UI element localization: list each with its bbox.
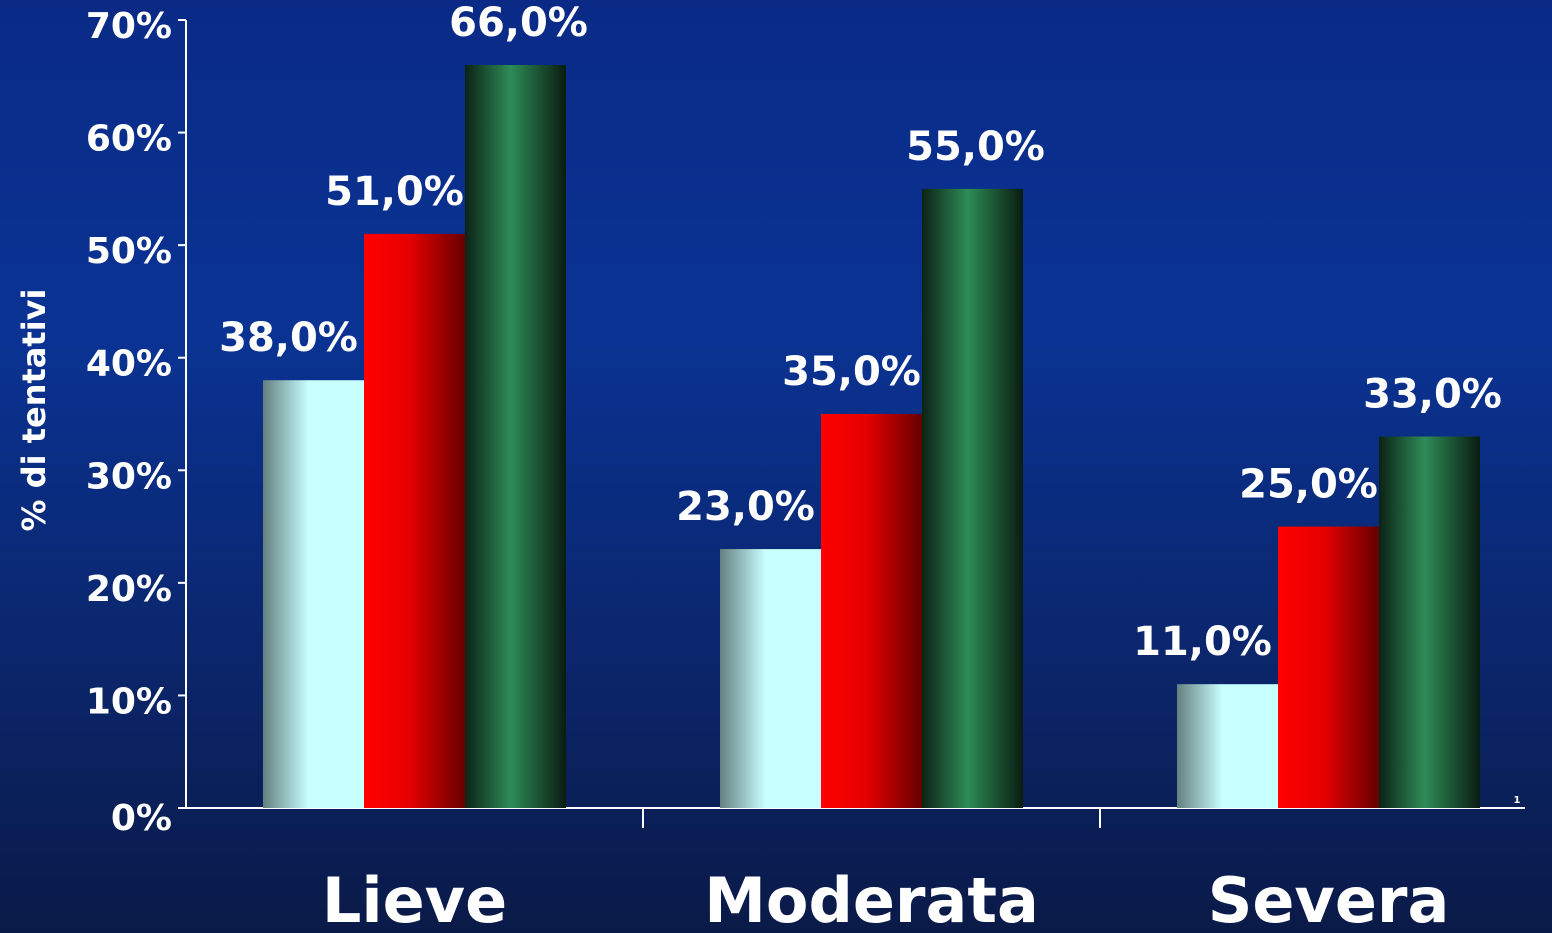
bar	[922, 188, 1023, 808]
y-tick-label: 20%	[86, 569, 172, 610]
y-tick-label: 60%	[86, 119, 172, 160]
value-label: 25,0%	[1239, 462, 1378, 508]
y-tick-label: 30%	[86, 456, 172, 497]
y-tick-label: 40%	[86, 344, 172, 385]
y-tick-label: 70%	[86, 6, 172, 47]
y-axis-label: % di tentativi	[15, 289, 53, 532]
bar	[465, 65, 566, 809]
x-tick-label: Moderata	[704, 864, 1039, 933]
value-label: 51,0%	[325, 169, 464, 215]
page-number: 1	[1514, 795, 1521, 806]
y-tick-label: 10%	[86, 681, 172, 722]
bar	[821, 414, 922, 808]
bar	[1278, 526, 1379, 808]
bar	[720, 549, 821, 808]
bar	[263, 380, 364, 808]
value-label: 33,0%	[1363, 372, 1502, 418]
x-tick-label: Lieve	[322, 864, 507, 933]
value-label: 23,0%	[676, 484, 815, 530]
value-label: 35,0%	[782, 349, 921, 395]
value-label: 38,0%	[219, 315, 358, 361]
value-label: 55,0%	[906, 124, 1045, 170]
bar	[1177, 684, 1278, 808]
value-label: 11,0%	[1133, 619, 1272, 665]
y-tick-label: 0%	[111, 798, 172, 839]
value-label: 66,0%	[449, 0, 588, 46]
bar	[364, 233, 465, 808]
bar	[1379, 436, 1480, 808]
x-tick-label: Severa	[1208, 864, 1450, 933]
y-tick-label: 50%	[86, 231, 172, 272]
